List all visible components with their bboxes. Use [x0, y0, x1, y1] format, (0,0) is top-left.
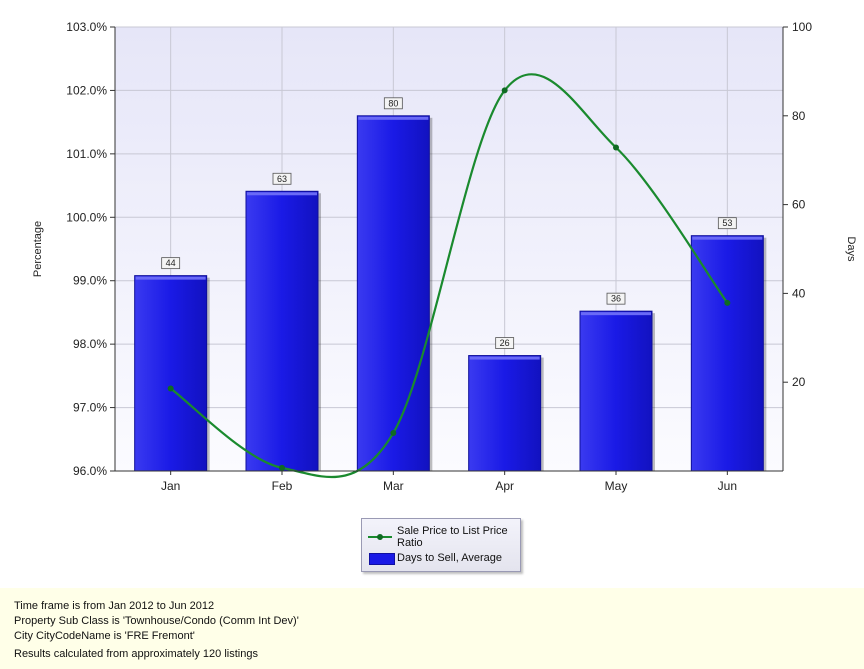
y-tick-label: 96.0%: [73, 464, 107, 478]
legend-bar-swatch: [369, 553, 395, 565]
bar-highlight: [358, 116, 429, 120]
x-tick-label: Jan: [161, 479, 180, 493]
bar-data-label-box: [606, 292, 626, 305]
bar-data-label-box: [495, 337, 515, 349]
footer-timeframe: Time frame is from Jan 2012 to Jun 2012: [14, 600, 215, 612]
bar-highlight: [581, 312, 651, 316]
ratio-point: [501, 87, 508, 94]
bar-data-label: 44: [166, 258, 176, 268]
legend-label-line: Sale Price to List Price Ratio: [397, 525, 508, 549]
bar: [134, 275, 208, 472]
y-tick-label: 99.0%: [73, 274, 107, 288]
bar-data-label: 80: [388, 98, 398, 108]
plot-area: [115, 27, 783, 471]
y-tick-label: 98.0%: [73, 337, 107, 351]
bar-data-label-box: [272, 172, 292, 185]
y2-tick-label: 40: [792, 286, 806, 300]
x-tick-label: May: [605, 479, 628, 493]
y-tick-label: 101.0%: [66, 147, 107, 161]
bar: [468, 355, 542, 472]
bar-highlight: [469, 356, 540, 360]
ratio-point: [279, 464, 285, 471]
footer-property-class: Property Sub Class is 'Townhouse/Condo (…: [14, 615, 299, 627]
footer-listing-count: Results calculated from approximately 12…: [14, 648, 258, 660]
x-tick-label: Apr: [495, 479, 514, 493]
bar-data-label-box: [383, 97, 403, 110]
x-tick-label: Jun: [718, 479, 737, 493]
bar-data-label: 36: [611, 294, 621, 304]
y2-tick-label: 80: [792, 109, 806, 123]
ratio-point: [167, 385, 174, 392]
y2-axis-title: Days: [845, 236, 857, 262]
legend-line-marker: [377, 534, 383, 540]
line-series: [167, 73, 731, 479]
footer-city: City CityCodeName is 'FRE Fremont': [14, 630, 195, 642]
ratio-point: [613, 144, 619, 151]
y-tick-label: 100.0%: [66, 210, 107, 224]
y-axis-title: Percentage: [32, 221, 44, 277]
x-tick-label: Feb: [272, 479, 293, 493]
bar-highlight: [692, 236, 763, 240]
y-tick-label: 97.0%: [73, 401, 107, 415]
legend-label-bar: Days to Sell, Average: [397, 552, 502, 564]
bar: [356, 115, 430, 472]
legend: Sale Price to List Price Ratio Days to S…: [361, 518, 521, 572]
bar-data-label: 26: [500, 338, 510, 348]
ratio-point: [724, 299, 731, 306]
bar-data-label-box: [161, 257, 181, 270]
bar-data-label-box: [717, 217, 737, 230]
bar-highlight: [135, 276, 206, 280]
x-tick-label: Mar: [383, 479, 404, 493]
bar-data-label: 63: [277, 174, 287, 184]
chart: 44 63 80 26 36 53 96.0% 97.0% 98.0% 99.0% 100.0% 1…: [32, 20, 857, 493]
axes: 96.0% 97.0% 98.0% 99.0% 100.0% 101.0% 102.0% 10…: [66, 20, 812, 493]
y2-tick-label: 60: [792, 198, 806, 212]
report-criteria: Time frame is from Jan 2012 to Jun 2012 …: [0, 588, 864, 669]
bars: 44 63 80 26 36 53: [134, 97, 767, 472]
bar: [579, 310, 653, 472]
bar: [245, 190, 319, 472]
bar: [690, 235, 764, 472]
ratio-point: [390, 429, 397, 436]
bar-data-label: 53: [722, 218, 732, 228]
y2-tick-label: 100: [792, 20, 812, 34]
y2-tick-label: 20: [792, 375, 806, 389]
y-tick-label: 103.0%: [66, 20, 107, 34]
y-tick-label: 102.0%: [66, 83, 107, 97]
bar-highlight: [247, 192, 317, 196]
